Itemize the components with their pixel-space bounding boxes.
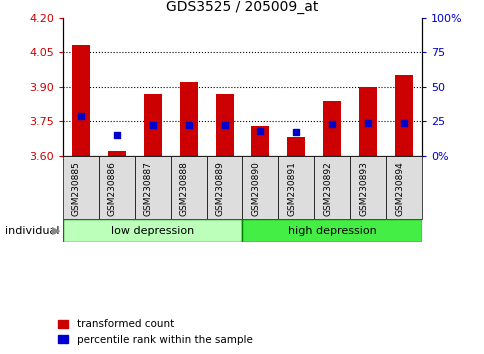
- Bar: [322, 101, 340, 156]
- FancyBboxPatch shape: [206, 156, 242, 219]
- Bar: [107, 151, 125, 156]
- Text: GSM230888: GSM230888: [179, 161, 188, 216]
- Text: GSM230889: GSM230889: [215, 161, 224, 216]
- Text: high depression: high depression: [287, 226, 376, 236]
- Point: [113, 132, 121, 138]
- FancyBboxPatch shape: [135, 156, 170, 219]
- Point: [363, 120, 371, 125]
- FancyBboxPatch shape: [63, 219, 242, 242]
- FancyBboxPatch shape: [349, 156, 385, 219]
- Text: GSM230893: GSM230893: [358, 161, 367, 216]
- FancyBboxPatch shape: [242, 156, 278, 219]
- Text: GSM230891: GSM230891: [287, 161, 296, 216]
- Bar: [394, 75, 412, 156]
- Bar: [215, 93, 233, 156]
- Point: [220, 122, 228, 128]
- Point: [399, 120, 407, 125]
- FancyBboxPatch shape: [385, 156, 421, 219]
- FancyBboxPatch shape: [242, 219, 421, 242]
- Text: GSM230892: GSM230892: [322, 161, 332, 216]
- Point: [77, 113, 85, 119]
- Text: individual: individual: [5, 226, 59, 236]
- Text: GSM230887: GSM230887: [143, 161, 152, 216]
- Bar: [287, 137, 304, 156]
- Point: [292, 130, 300, 135]
- Text: low depression: low depression: [111, 226, 194, 236]
- Text: GDS3525 / 205009_at: GDS3525 / 205009_at: [166, 0, 318, 14]
- Point: [256, 128, 264, 134]
- Text: GSM230894: GSM230894: [394, 161, 403, 216]
- Bar: [358, 87, 376, 156]
- Legend: transformed count, percentile rank within the sample: transformed count, percentile rank withi…: [54, 315, 256, 349]
- Bar: [251, 126, 269, 156]
- Text: GSM230890: GSM230890: [251, 161, 260, 216]
- FancyBboxPatch shape: [314, 156, 349, 219]
- FancyBboxPatch shape: [170, 156, 206, 219]
- Text: GSM230885: GSM230885: [72, 161, 81, 216]
- FancyBboxPatch shape: [63, 156, 99, 219]
- Point: [149, 122, 156, 128]
- Point: [184, 122, 192, 128]
- Bar: [143, 93, 161, 156]
- Text: ▶: ▶: [51, 226, 60, 236]
- Bar: [72, 45, 90, 156]
- Text: GSM230886: GSM230886: [107, 161, 117, 216]
- Point: [328, 121, 335, 127]
- Bar: [179, 82, 197, 156]
- FancyBboxPatch shape: [99, 156, 135, 219]
- FancyBboxPatch shape: [278, 156, 314, 219]
